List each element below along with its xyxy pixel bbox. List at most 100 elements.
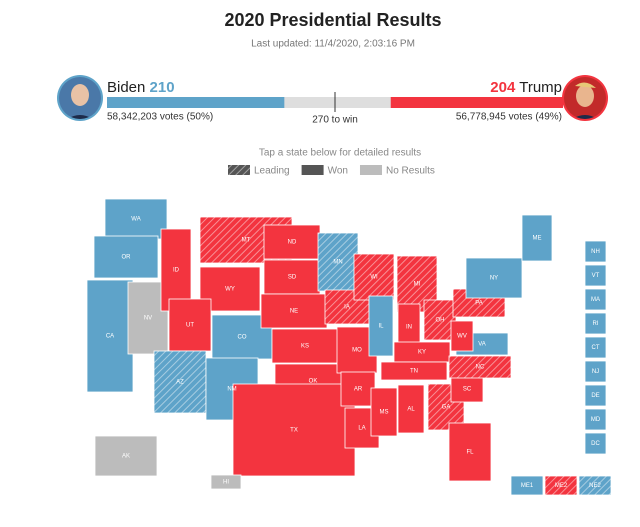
legend-swatch: [359, 165, 382, 175]
state-label: IL: [378, 324, 384, 330]
state[interactable]: [397, 384, 425, 434]
state-label: AR: [354, 387, 363, 393]
state-label: KS: [301, 344, 309, 350]
state-label: CO: [238, 335, 247, 341]
state[interactable]: [232, 383, 356, 477]
state-label: WA: [131, 217, 140, 223]
state-label: NM: [227, 387, 236, 393]
votes: 58,342,203 votes (50%): [107, 112, 213, 123]
state[interactable]: [271, 328, 339, 364]
title: 2020 Presidential Results: [224, 10, 441, 30]
state[interactable]: [584, 240, 607, 263]
state-label: WY: [225, 287, 235, 293]
state-hatch: [318, 233, 358, 291]
trump-header: 204 Trump: [490, 79, 562, 96]
state-label: TX: [290, 428, 298, 434]
legend-label: Won: [328, 166, 348, 177]
district-label: ME1: [521, 483, 534, 489]
state-label: DE: [591, 393, 599, 399]
state-label: GA: [442, 405, 451, 411]
state[interactable]: [340, 371, 376, 407]
state-label: MS: [380, 410, 389, 416]
state-label: OH: [436, 318, 445, 324]
state-label: WI: [370, 275, 378, 281]
state-label: MN: [333, 260, 342, 266]
legend-hatch: [228, 165, 250, 175]
trump-photo: [562, 75, 608, 121]
state[interactable]: [94, 435, 158, 477]
state[interactable]: [584, 312, 607, 335]
state-label: PA: [475, 301, 483, 307]
state[interactable]: [465, 257, 523, 299]
state[interactable]: [521, 214, 553, 262]
state-hatch: [579, 476, 611, 495]
state[interactable]: [168, 298, 212, 352]
legend-label: No Results: [386, 166, 435, 177]
state[interactable]: [510, 475, 544, 496]
state-label: MT: [242, 238, 251, 244]
state[interactable]: [584, 360, 607, 383]
state-label: ME: [533, 236, 542, 242]
state-label: NY: [490, 276, 498, 282]
state[interactable]: [584, 384, 607, 407]
state[interactable]: [160, 228, 192, 312]
state-label: RI: [593, 321, 599, 327]
state[interactable]: [370, 387, 398, 437]
district-label: ME2: [555, 483, 568, 489]
candidate-name: Biden: [107, 79, 145, 96]
state-label: NV: [144, 316, 152, 322]
state[interactable]: [210, 474, 242, 490]
state-label: WV: [457, 334, 467, 340]
legend-label: Leading: [254, 166, 290, 177]
hint: Tap a state below for detailed results: [259, 148, 421, 159]
state-hatch: [154, 351, 206, 413]
electoral-votes: 204: [490, 79, 516, 96]
state-label: IN: [406, 325, 412, 331]
state[interactable]: [448, 422, 492, 482]
state-label: CA: [106, 334, 114, 340]
state-label: MD: [591, 417, 601, 423]
state[interactable]: [93, 235, 159, 279]
state[interactable]: [104, 198, 168, 240]
state-hatch: [354, 254, 394, 300]
legend-swatch: [301, 165, 324, 175]
state-label: AZ: [176, 380, 184, 386]
state-label: MI: [414, 282, 421, 288]
state[interactable]: [584, 408, 607, 431]
candidate-name: Trump: [519, 79, 562, 96]
state-label: UT: [186, 323, 194, 329]
state[interactable]: [86, 279, 134, 393]
state-label: AL: [407, 407, 415, 413]
state-label: KY: [418, 350, 426, 356]
electoral-votes: 210: [150, 79, 175, 96]
state[interactable]: [368, 295, 394, 357]
state-label: MA: [591, 297, 600, 303]
state-label: DC: [591, 441, 600, 447]
state-label: OR: [122, 255, 132, 261]
last-updated: Last updated: 11/4/2020, 2:03:16 PM: [251, 39, 415, 50]
state-label: AK: [122, 454, 130, 460]
state-label: SD: [288, 275, 297, 281]
state[interactable]: [450, 320, 474, 352]
bar: [107, 97, 285, 108]
state-label: NJ: [592, 369, 599, 375]
state-label: IA: [344, 305, 350, 311]
state-label: OK: [309, 379, 318, 385]
state[interactable]: [584, 288, 607, 311]
state[interactable]: [584, 264, 607, 287]
state-label: NC: [476, 365, 485, 371]
biden-header: Biden 210: [107, 79, 175, 96]
state-hatch: [449, 356, 511, 378]
district-label: NE2: [589, 483, 601, 489]
state-label: TN: [410, 369, 418, 375]
state[interactable]: [584, 432, 607, 455]
state-label: SC: [463, 387, 472, 393]
state[interactable]: [584, 336, 607, 359]
state-label: NE: [290, 309, 298, 315]
state-label: NH: [591, 249, 600, 255]
state-label: FL: [466, 450, 474, 456]
state[interactable]: [380, 361, 448, 381]
biden-photo: [57, 75, 103, 121]
state-label: HI: [223, 480, 229, 486]
